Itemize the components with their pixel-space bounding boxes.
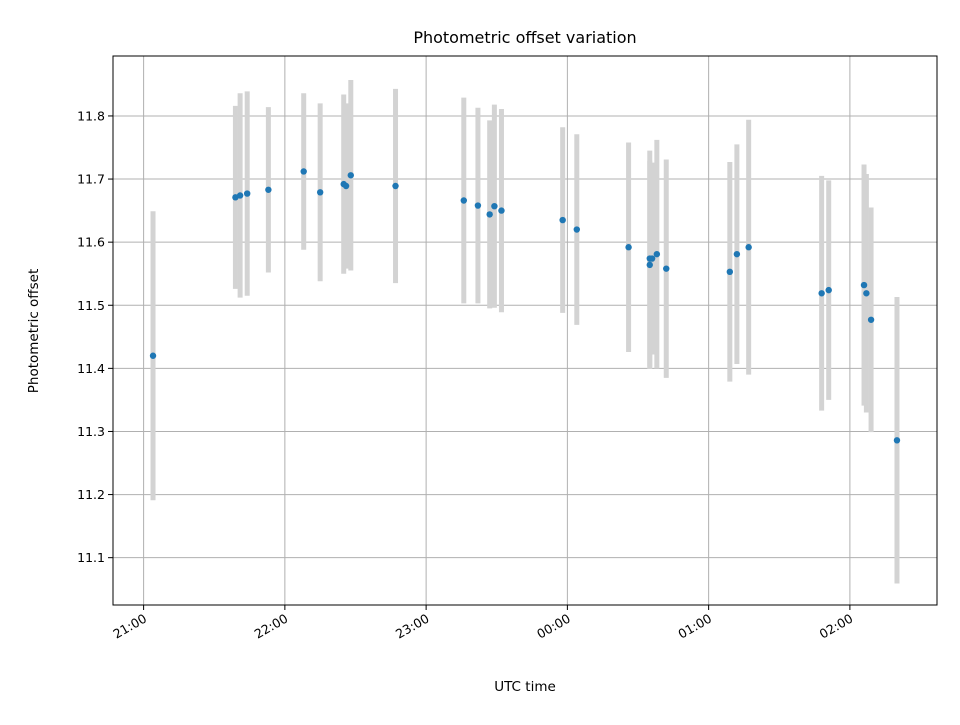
data-point [392, 182, 399, 190]
x-axis-label: UTC time [494, 679, 556, 695]
grid-lines [113, 56, 937, 605]
data-point [342, 182, 350, 190]
data-point [745, 244, 752, 251]
data-point [347, 172, 354, 179]
y-tick-label: 11.5 [77, 298, 105, 313]
data-point [733, 250, 741, 258]
data-point [867, 316, 875, 323]
data-point [825, 286, 832, 294]
data-point [236, 192, 244, 199]
data-point [653, 250, 661, 258]
data-point [893, 437, 901, 444]
data-point [243, 190, 251, 197]
y-tick-label: 11.3 [77, 424, 105, 439]
data-point [491, 202, 498, 210]
data-point [573, 226, 580, 233]
data-point [625, 244, 632, 251]
data-point [860, 281, 868, 289]
data-point [646, 261, 653, 269]
data-point [265, 186, 272, 193]
plot-frame [112, 55, 938, 606]
data-point [818, 290, 825, 297]
data-points [149, 168, 901, 444]
y-tick-label: 11.1 [77, 550, 105, 565]
data-point [474, 202, 482, 209]
data-point [149, 352, 157, 359]
y-tick-label: 11.2 [77, 487, 105, 502]
y-tick-label: 11.7 [77, 172, 105, 187]
y-tick-label: 11.6 [77, 235, 105, 250]
data-point [300, 168, 307, 175]
data-point [726, 268, 734, 276]
data-point [316, 189, 324, 196]
data-point [460, 197, 467, 204]
data-point [648, 255, 656, 262]
y-tick-label: 11.8 [77, 108, 105, 123]
data-point [486, 211, 493, 218]
y-tick-label: 11.4 [77, 361, 105, 376]
data-point [498, 207, 505, 214]
data-point [559, 216, 566, 224]
data-point [863, 290, 870, 297]
chart-title: Photometric offset variation [413, 28, 636, 47]
y-axis-label: Photometric offset [26, 269, 42, 393]
data-point [663, 265, 670, 272]
